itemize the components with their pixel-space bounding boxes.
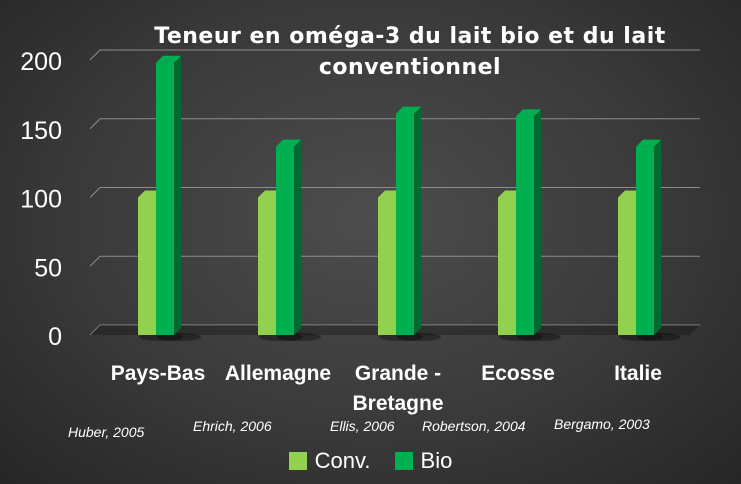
y-tick-label-150: 150 xyxy=(20,117,62,145)
legend-item-conv: Conv. xyxy=(288,448,371,474)
bar-bio-1-top xyxy=(276,139,301,147)
bar-bio-3-top xyxy=(516,109,541,117)
bar-bio-3-side xyxy=(534,109,541,335)
x-category-label-2-line-1: Bretagne xyxy=(352,392,443,415)
bar-conv-2 xyxy=(378,197,396,335)
y-tick-label-100: 100 xyxy=(20,186,62,214)
bar-bio-2 xyxy=(396,113,414,335)
x-category-label-3: Ecosse xyxy=(481,362,555,385)
bar-bio-2-side xyxy=(414,106,421,335)
bar-bio-0-top xyxy=(156,55,181,63)
y-tick-label-200: 200 xyxy=(20,48,62,76)
legend: Conv. Bio xyxy=(0,448,741,474)
bar-bio-0 xyxy=(156,62,174,335)
y-tick-label-0: 0 xyxy=(48,323,62,351)
source-note-allemagne: Ehrich, 2006 xyxy=(193,418,272,434)
bar-bio-4 xyxy=(636,146,654,335)
source-note-pays-bas: Huber, 2005 xyxy=(68,424,145,440)
bar-bio-4-top xyxy=(636,139,661,147)
source-note-grande-bretagne: Ellis, 2006 xyxy=(330,418,395,434)
legend-swatch-bio xyxy=(394,452,413,470)
legend-swatch-conv xyxy=(288,452,307,470)
bar-bio-1 xyxy=(276,146,294,335)
gridline-100 xyxy=(89,187,700,198)
x-category-label-0: Pays-Bas xyxy=(111,362,206,385)
x-category-label-2-line-0: Grande - xyxy=(355,362,441,385)
bar-bio-4-side xyxy=(654,139,661,335)
legend-item-bio: Bio xyxy=(394,448,453,474)
bar-conv-4 xyxy=(618,197,636,335)
x-category-label-1: Allemagne xyxy=(225,362,331,385)
bar-conv-0 xyxy=(138,197,156,335)
bar-bio-2-top xyxy=(396,106,421,114)
legend-label-bio: Bio xyxy=(420,448,453,473)
bar-conv-1 xyxy=(258,197,276,335)
x-category-label-4: Italie xyxy=(614,362,662,385)
gridline-150 xyxy=(89,118,700,130)
bar-bio-1-side xyxy=(294,139,301,335)
chart-title-line-2: conventionnel xyxy=(318,55,502,80)
bar-conv-3 xyxy=(498,197,516,335)
gridline-200 xyxy=(89,49,700,61)
bar-bio-3 xyxy=(516,116,534,335)
y-tick-label-50: 50 xyxy=(34,254,62,282)
legend-label-conv: Conv. xyxy=(314,448,371,473)
bar-bio-0-side xyxy=(174,55,181,335)
chart-title-line-1: Teneur en oméga-3 du lait bio et du lait xyxy=(154,24,666,49)
source-note-ecosse: Robertson, 2004 xyxy=(422,418,526,434)
source-note-italie: Bergamo, 2003 xyxy=(554,416,650,432)
